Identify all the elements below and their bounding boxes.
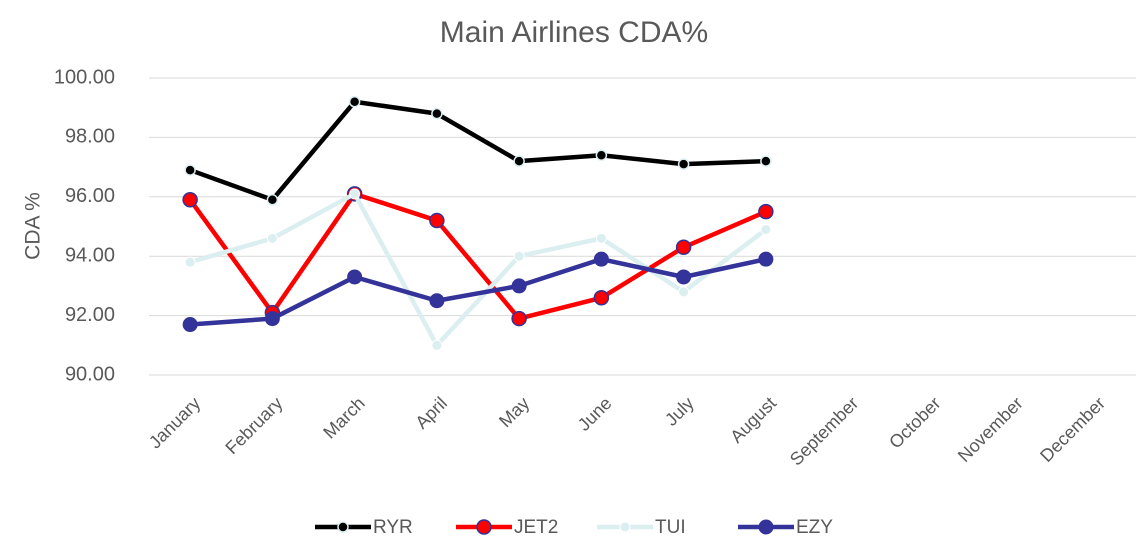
series-line: [189, 191, 768, 348]
data-point: [184, 256, 196, 268]
data-point: [593, 251, 609, 267]
x-tick-label: January: [145, 393, 204, 452]
legend-label: EZY: [796, 517, 833, 538]
data-point: [511, 310, 527, 327]
data-point: [677, 158, 690, 170]
data-point: [431, 107, 443, 120]
data-point: [758, 251, 774, 267]
y-tick-label: 96.00: [65, 185, 115, 207]
data-point: [431, 339, 443, 351]
x-tick-label: May: [495, 393, 533, 431]
data-point: [676, 269, 692, 285]
y-axis-label: CDA %: [22, 192, 45, 260]
y-tick-label: 100.00: [54, 66, 115, 88]
legend-marker: [337, 521, 349, 533]
x-tick-label: June: [574, 393, 616, 435]
legend-label: RYR: [373, 517, 413, 538]
legend-label: TUI: [655, 517, 686, 538]
data-point: [429, 293, 445, 309]
y-tick-label: 94.00: [65, 244, 115, 266]
x-tick-label: November: [954, 393, 1027, 466]
x-tick-label: September: [786, 393, 862, 469]
data-point: [595, 232, 607, 244]
data-point: [511, 278, 527, 294]
data-point: [184, 164, 196, 176]
data-point: [595, 149, 608, 161]
data-point: [758, 203, 774, 220]
x-tick-label: July: [661, 393, 698, 430]
data-point: [593, 290, 610, 306]
data-point: [266, 194, 279, 206]
legend-marker: [619, 521, 631, 533]
x-tick-label: August: [726, 393, 780, 447]
series-line: [188, 191, 767, 321]
x-tick-label: December: [1036, 393, 1109, 466]
data-point: [266, 232, 278, 244]
data-point: [513, 250, 525, 262]
data-point: [678, 286, 690, 298]
data-point: [760, 223, 772, 235]
data-point: [182, 192, 198, 208]
x-tick-label: March: [319, 393, 369, 443]
legend-marker: [476, 519, 492, 535]
x-tick-label: October: [885, 393, 944, 452]
series-line: [189, 256, 767, 327]
legend-label: JET2: [514, 517, 558, 538]
data-point: [347, 269, 363, 285]
data-point: [348, 96, 361, 108]
x-tick-label: February: [221, 393, 286, 458]
y-tick-label: 98.00: [65, 126, 115, 148]
chart-title: Main Airlines CDA%: [440, 16, 708, 49]
data-point: [264, 311, 280, 327]
data-point: [513, 155, 525, 167]
data-point: [429, 212, 445, 229]
legend-marker: [758, 519, 774, 535]
data-point: [182, 317, 198, 333]
y-tick-label: 90.00: [65, 363, 115, 385]
series-line: [189, 99, 766, 203]
x-tick-label: April: [411, 393, 451, 433]
data-point: [675, 239, 692, 256]
data-point: [349, 188, 361, 200]
y-tick-label: 92.00: [65, 304, 115, 326]
data-point: [760, 155, 772, 167]
